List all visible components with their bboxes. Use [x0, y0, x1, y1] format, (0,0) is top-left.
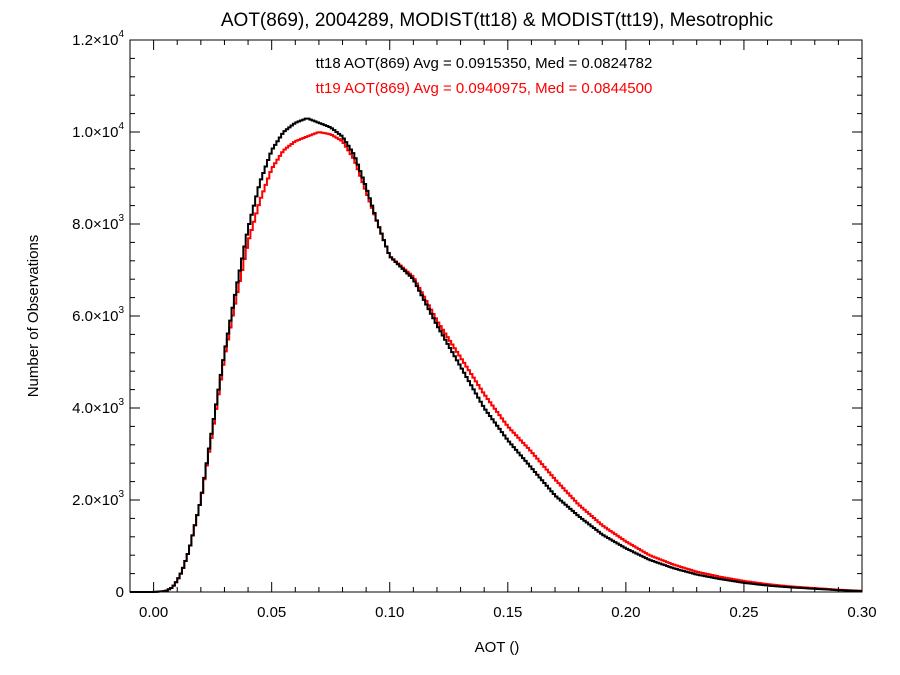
series-layer	[130, 117, 862, 593]
series-tt19-line	[130, 131, 862, 593]
x-tick-label: 0.00	[139, 604, 168, 621]
y-tick-mantissa: 6.0×10	[72, 308, 118, 325]
x-tick-label: 0.30	[847, 604, 876, 621]
stats-tt18: tt18 AOT(869) Avg = 0.0915350, Med = 0.0…	[316, 55, 653, 72]
x-tick-label: 0.05	[257, 604, 286, 621]
y-tick-mantissa: 4.0×10	[72, 400, 118, 417]
y-tick-mantissa: 2.0×10	[72, 492, 118, 509]
y-tick-mantissa: 1.0×10	[72, 124, 118, 141]
x-tick-label: 0.25	[729, 604, 758, 621]
y-tick-exponent: 4	[118, 121, 124, 132]
tick-labels: 0.00 0.05 0.10 0.15 0.20 0.25 0.3002.0×1034.0×…	[72, 29, 876, 621]
y-tick-exponent: 3	[118, 305, 124, 316]
x-axis-label: AOT ()	[475, 639, 520, 656]
stats-annotations: tt18 AOT(869) Avg = 0.0915350, Med = 0.0…	[316, 55, 653, 97]
chart-title: AOT(869), 2004289, MODIST(tt18) & MODIST…	[221, 10, 773, 31]
x-tick-label: 0.10	[375, 604, 404, 621]
x-tick-label: 0.15	[493, 604, 522, 621]
y-tick-mantissa: 1.2×10	[72, 32, 118, 49]
axis-ticks	[129, 39, 863, 593]
y-tick-exponent: 3	[118, 397, 124, 408]
y-tick-label: 6.0×103	[72, 305, 124, 325]
x-tick-label: 0.20	[611, 604, 640, 621]
series-tt18-line	[130, 117, 862, 593]
plot-frame	[129, 39, 863, 593]
y-tick-label: 1.2×104	[72, 29, 124, 49]
y-axis-label: Number of Observations	[25, 235, 42, 398]
y-tick-label: 0	[116, 584, 124, 601]
y-tick-label: 8.0×103	[72, 213, 124, 233]
y-tick-label: 1.0×104	[72, 121, 124, 141]
y-tick-mantissa: 0	[116, 584, 124, 601]
y-tick-mantissa: 8.0×10	[72, 216, 118, 233]
y-tick-exponent: 3	[118, 213, 124, 224]
y-tick-label: 4.0×103	[72, 397, 124, 417]
stats-tt19: tt19 AOT(869) Avg = 0.0940975, Med = 0.0…	[316, 80, 653, 97]
y-tick-exponent: 4	[118, 29, 124, 40]
y-tick-exponent: 3	[118, 489, 124, 500]
y-tick-label: 2.0×103	[72, 489, 124, 509]
